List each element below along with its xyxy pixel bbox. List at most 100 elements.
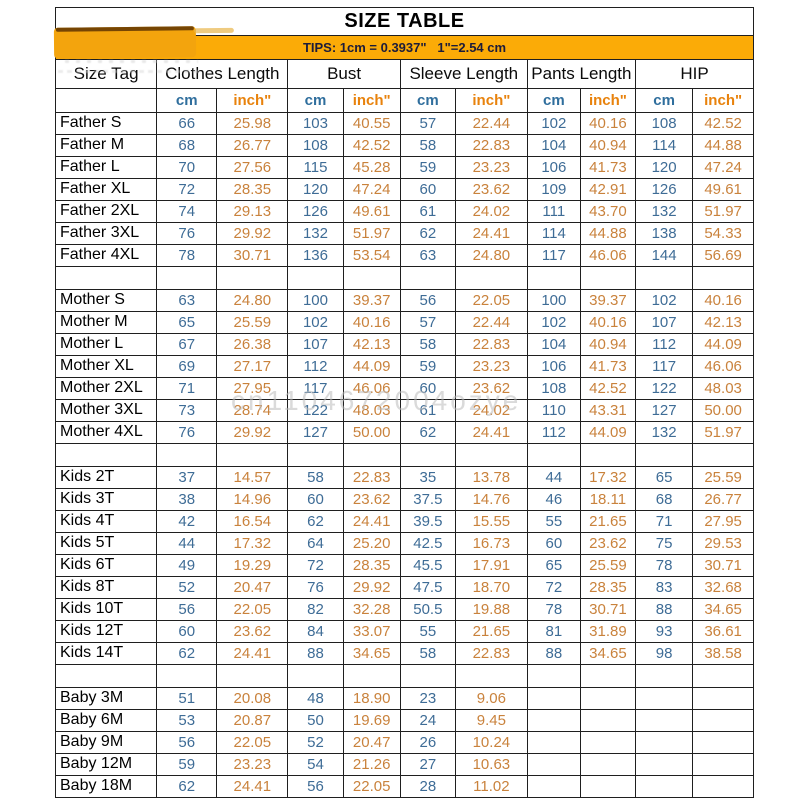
empty-cell bbox=[156, 443, 218, 467]
cm-value-cell: 57 bbox=[399, 311, 456, 334]
cm-value-cell bbox=[634, 775, 694, 798]
inch-value-cell: 27.95 bbox=[216, 377, 289, 400]
inch-value-cell: 36.61 bbox=[692, 620, 754, 643]
empty-cell bbox=[216, 266, 289, 290]
cm-value-cell: 55 bbox=[399, 620, 456, 643]
empty-cell bbox=[526, 443, 581, 467]
size-tag-cell: Kids 2T bbox=[54, 466, 158, 489]
inch-value-cell bbox=[579, 775, 637, 798]
cm-value-cell: 63 bbox=[399, 244, 456, 267]
cm-value-cell: 60 bbox=[399, 377, 456, 400]
inch-value-cell: 22.05 bbox=[342, 775, 401, 798]
inch-value-cell: 39.37 bbox=[342, 289, 401, 312]
cm-value-cell: 108 bbox=[634, 112, 694, 135]
inch-value-cell: 46.06 bbox=[579, 244, 637, 267]
size-tag-cell: Mother S bbox=[54, 289, 158, 312]
table-row: Mother L 67 26.38 107 42.13 58 22.83 104 40.94 11… bbox=[54, 333, 754, 356]
table-row: Baby 18M 62 24.41 56 22.05 28 11.02 bbox=[54, 775, 754, 798]
cm-value-cell: 112 bbox=[526, 421, 581, 444]
size-tag-cell: Mother XL bbox=[54, 355, 158, 378]
table-row: Kids 6T 49 19.29 72 28.35 45.5 17.91 65 25.59 78 3… bbox=[54, 554, 754, 577]
cm-value-cell: 37 bbox=[156, 466, 218, 489]
cm-value-cell: 114 bbox=[634, 134, 694, 157]
inch-value-cell: 29.13 bbox=[216, 200, 289, 223]
inch-value-cell: 49.61 bbox=[692, 178, 754, 201]
separator-row bbox=[54, 664, 754, 688]
size-tag-cell: Mother 3XL bbox=[54, 399, 158, 422]
inch-value-cell: 40.94 bbox=[579, 333, 637, 356]
table-row: Father 4XL 78 30.71 136 53.54 63 24.80 117 46.06… bbox=[54, 244, 754, 267]
inch-value-cell: 23.62 bbox=[454, 377, 528, 400]
table-row: Father 3XL 76 29.92 132 51.97 62 24.41 114 44.88… bbox=[54, 222, 754, 245]
inch-value-cell: 23.62 bbox=[454, 178, 528, 201]
inch-value-cell: 24.02 bbox=[454, 200, 528, 223]
table-row: Kids 3T 38 14.96 60 23.62 37.5 14.76 46 18.11 68 2… bbox=[54, 488, 754, 511]
cm-value-cell: 114 bbox=[526, 222, 581, 245]
cm-value-cell: 62 bbox=[156, 642, 218, 665]
empty-cell bbox=[342, 266, 401, 290]
unit-header-inch: inch" bbox=[692, 88, 754, 113]
cm-value-cell bbox=[526, 709, 581, 732]
inch-value-cell: 22.44 bbox=[454, 112, 528, 135]
cm-value-cell: 102 bbox=[287, 311, 344, 334]
table-row: Baby 3M 51 20.08 48 18.90 23 9.06 bbox=[54, 687, 754, 710]
inch-value-cell: 50.00 bbox=[692, 399, 754, 422]
inch-value-cell: 23.23 bbox=[454, 156, 528, 179]
inch-value-cell: 17.91 bbox=[454, 554, 528, 577]
cm-value-cell: 53 bbox=[156, 709, 218, 732]
cm-value-cell: 109 bbox=[526, 178, 581, 201]
inch-value-cell: 40.55 bbox=[342, 112, 401, 135]
cm-value-cell: 70 bbox=[156, 156, 218, 179]
inch-value-cell bbox=[579, 709, 637, 732]
inch-value-cell: 42.13 bbox=[342, 333, 401, 356]
cm-value-cell: 52 bbox=[287, 731, 344, 754]
cm-value-cell: 78 bbox=[634, 554, 694, 577]
size-tag-cell: Baby 9M bbox=[54, 731, 158, 754]
table-row: Mother S 63 24.80 100 39.37 56 22.05 100 39.37 10… bbox=[54, 289, 754, 312]
inch-value-cell: 24.02 bbox=[454, 399, 528, 422]
inch-value-cell: 10.24 bbox=[454, 731, 528, 754]
inch-value-cell: 22.83 bbox=[454, 134, 528, 157]
cm-value-cell: 64 bbox=[287, 532, 344, 555]
cm-value-cell: 59 bbox=[156, 753, 218, 776]
inch-value-cell: 46.06 bbox=[342, 377, 401, 400]
cm-value-cell: 102 bbox=[526, 311, 581, 334]
cm-value-cell: 44 bbox=[156, 532, 218, 555]
inch-value-cell: 27.56 bbox=[216, 156, 289, 179]
empty-cell bbox=[692, 266, 754, 290]
inch-value-cell: 24.41 bbox=[454, 421, 528, 444]
unit-header-inch: inch" bbox=[342, 88, 401, 113]
inch-value-cell bbox=[692, 731, 754, 754]
inch-value-cell: 31.89 bbox=[579, 620, 637, 643]
size-tag-cell: Mother M bbox=[54, 311, 158, 334]
cm-value-cell: 71 bbox=[634, 510, 694, 533]
cm-value-cell: 126 bbox=[634, 178, 694, 201]
inch-value-cell: 42.91 bbox=[579, 178, 637, 201]
inch-value-cell: 42.52 bbox=[579, 377, 637, 400]
inch-value-cell: 14.96 bbox=[216, 488, 289, 511]
col-header-sleeve-length: Sleeve Length bbox=[399, 59, 528, 89]
cm-value-cell: 55 bbox=[526, 510, 581, 533]
size-tag-cell: Kids 4T bbox=[54, 510, 158, 533]
inch-value-cell: 22.83 bbox=[342, 466, 401, 489]
empty-cell bbox=[216, 664, 289, 688]
size-tag-cell: Baby 3M bbox=[54, 687, 158, 710]
cm-value-cell: 60 bbox=[287, 488, 344, 511]
cm-value-cell bbox=[526, 775, 581, 798]
table-row: Father XL 72 28.35 120 47.24 60 23.62 109 42.91 1… bbox=[54, 178, 754, 201]
empty-cell bbox=[692, 443, 754, 467]
cm-value-cell: 63 bbox=[156, 289, 218, 312]
cm-value-cell: 50 bbox=[287, 709, 344, 732]
title-row: SIZE TABLE bbox=[55, 7, 754, 36]
cm-value-cell: 88 bbox=[634, 598, 694, 621]
cm-value-cell: 62 bbox=[156, 775, 218, 798]
cm-value-cell: 120 bbox=[287, 178, 344, 201]
inch-value-cell: 33.07 bbox=[342, 620, 401, 643]
cm-value-cell: 93 bbox=[634, 620, 694, 643]
table-row: Kids 12T 60 23.62 84 33.07 55 21.65 81 31.89 93 36… bbox=[54, 620, 754, 643]
size-tag-cell: Baby 18M bbox=[54, 775, 158, 798]
cm-value-cell: 68 bbox=[634, 488, 694, 511]
cm-value-cell: 88 bbox=[287, 642, 344, 665]
inch-value-cell: 20.08 bbox=[216, 687, 289, 710]
cm-value-cell: 73 bbox=[156, 399, 218, 422]
